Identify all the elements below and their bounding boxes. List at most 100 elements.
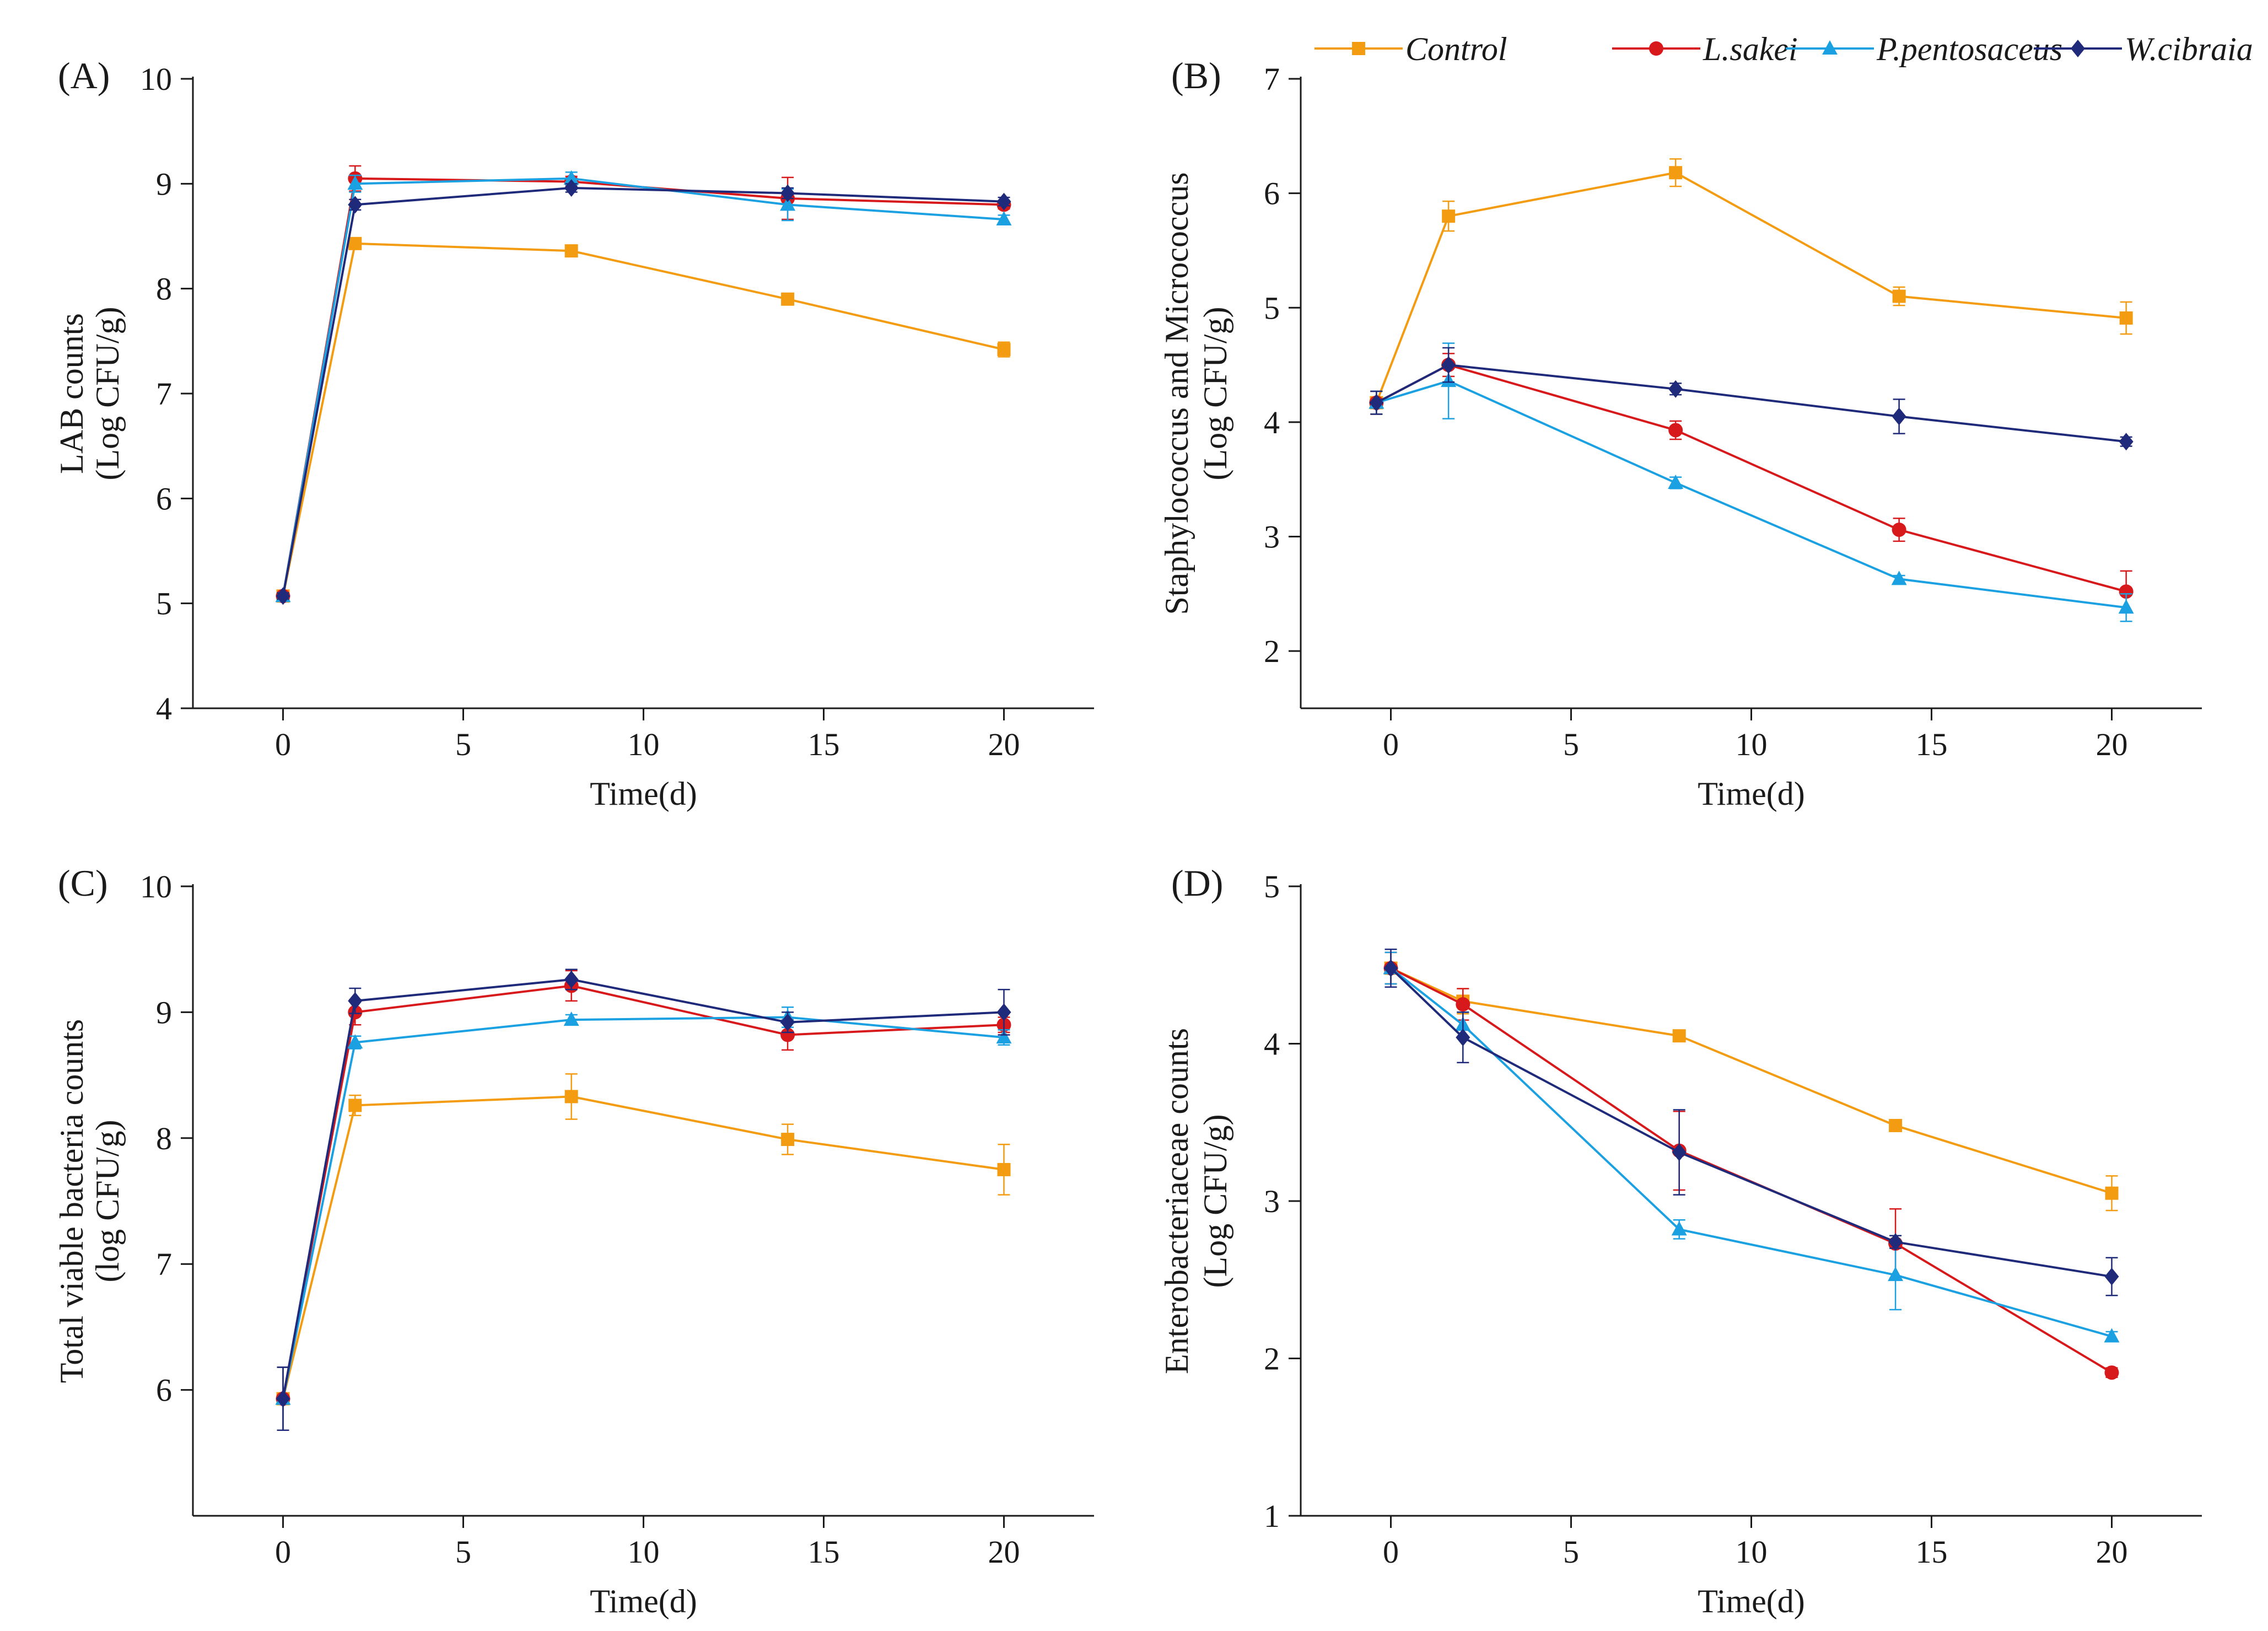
x-tick-label: 15 [1916, 1534, 1948, 1570]
panel-label: (A) [58, 55, 110, 96]
data-point [1671, 1221, 1687, 1236]
y-axis-title: (Log CFU/g) [1197, 1115, 1233, 1288]
y-tick-label: 7 [156, 376, 172, 412]
y-tick-label: 2 [1264, 1341, 1280, 1377]
data-point [1672, 1143, 1687, 1161]
panel-label: (B) [1171, 55, 1221, 96]
x-tick-label: 20 [988, 1534, 1020, 1570]
data-point [564, 971, 579, 989]
data-point [2119, 584, 2134, 599]
data-point [781, 1133, 795, 1146]
y-tick-label: 5 [1264, 869, 1280, 905]
data-point [1668, 380, 1683, 398]
panel-b: 2 3 4 5 6 7 0 5 10 15 20 Time(d) Staphylococcus and … [1159, 55, 2202, 812]
data-point [2118, 599, 2134, 614]
data-point [780, 1013, 795, 1031]
y-tick-label: 10 [140, 869, 172, 905]
series-line [282, 177, 1004, 596]
y-tick-label: 5 [1264, 290, 1280, 326]
series-p-pentosaceus [1369, 342, 2134, 622]
y-axis-title: (Log CFU/g) [1197, 307, 1233, 481]
panel-a: 4 5 6 7 8 9 10 0 5 10 15 20 Time(d) LAB counts (Log CF… [53, 55, 1094, 812]
y-tick-label: 4 [1264, 1026, 1280, 1062]
series-p-pentosaceus [275, 1006, 1012, 1431]
x-tick-label: 5 [1563, 1534, 1579, 1570]
series-line [1376, 380, 2126, 609]
y-tick-label: 7 [1264, 61, 1280, 97]
x-tick-label: 15 [1916, 726, 1948, 762]
data-point [1892, 289, 1906, 303]
legend-entry: P.pentosaceus [1786, 31, 2062, 67]
series-line [282, 978, 1004, 1399]
series-line [1390, 967, 2113, 1194]
data-point [996, 1029, 1012, 1044]
x-tick-label: 0 [1383, 1534, 1399, 1570]
series-l-sakei [276, 165, 1011, 604]
series-line [282, 984, 1004, 1399]
y-tick-label: 10 [140, 61, 172, 97]
data-point [1891, 570, 1907, 585]
x-tick-label: 5 [455, 726, 471, 762]
data-point [1668, 423, 1683, 438]
data-point [1672, 1029, 1686, 1043]
x-axis-title: Time(d) [1698, 1583, 1804, 1619]
legend-marker [2071, 40, 2085, 57]
data-point [1456, 1029, 1470, 1047]
data-point [276, 1390, 290, 1408]
data-point [2104, 1328, 2120, 1343]
data-point [997, 1162, 1011, 1176]
x-tick-label: 5 [1563, 726, 1579, 762]
y-axis-title: (Log CFU/g) [89, 307, 126, 481]
x-tick-label: 0 [275, 1534, 291, 1570]
legend: Control L.sakei P.pentosaceus W.cibraia [1315, 31, 2253, 67]
series-w-cibraia [276, 968, 1011, 1431]
data-point [1369, 394, 1384, 412]
x-tick-label: 15 [808, 1534, 840, 1570]
legend-label: L.sakei [1703, 31, 1798, 67]
data-point [348, 1099, 362, 1112]
y-axis-title: (log CFU/g) [89, 1119, 126, 1282]
data-point [996, 192, 1011, 211]
data-point [2119, 311, 2133, 325]
x-tick-label: 20 [2096, 1534, 2128, 1570]
x-tick-label: 0 [1383, 726, 1399, 762]
data-point [1668, 474, 1684, 489]
y-tick-label: 4 [156, 691, 172, 726]
data-point [780, 184, 795, 202]
legend-label: Control [1405, 31, 1507, 67]
x-axis-title: Time(d) [1698, 776, 1804, 812]
panel-d: 1 2 3 4 5 0 5 10 15 20 Time(d) Enterobacteriaceae c… [1159, 862, 2202, 1619]
data-point [2104, 1365, 2119, 1380]
data-point [996, 211, 1012, 226]
data-point [1383, 959, 1398, 977]
data-point [564, 1090, 578, 1104]
y-tick-label: 6 [1264, 176, 1280, 212]
series-line [282, 1016, 1004, 1399]
legend-label: W.cibraia [2125, 31, 2253, 67]
series-w-cibraia [276, 179, 1011, 605]
series-line [282, 242, 1004, 596]
x-axis-title: Time(d) [590, 776, 697, 812]
panel-label: (C) [58, 862, 108, 904]
data-point [1442, 209, 1456, 223]
y-tick-label: 9 [156, 166, 172, 202]
series-l-sakei [1369, 353, 2134, 613]
data-point [780, 1027, 795, 1042]
y-tick-label: 9 [156, 994, 172, 1030]
legend-entry: L.sakei [1612, 31, 1798, 67]
data-point [563, 170, 579, 185]
data-point [2105, 1186, 2119, 1200]
y-tick-label: 5 [156, 586, 172, 622]
legend-entry: W.cibraia [2034, 31, 2253, 67]
y-axis-title: Total viable bacteria counts [53, 1019, 90, 1384]
x-axis-title: Time(d) [590, 1583, 697, 1619]
data-point [780, 196, 796, 211]
data-point [1889, 1118, 1903, 1132]
y-tick-label: 1 [1264, 1498, 1280, 1534]
legend-label: P.pentosaceus [1876, 31, 2062, 67]
legend-entry: Control [1315, 31, 1507, 67]
data-point [276, 587, 290, 605]
x-tick-label: 5 [455, 1534, 471, 1570]
data-point [347, 1034, 363, 1049]
